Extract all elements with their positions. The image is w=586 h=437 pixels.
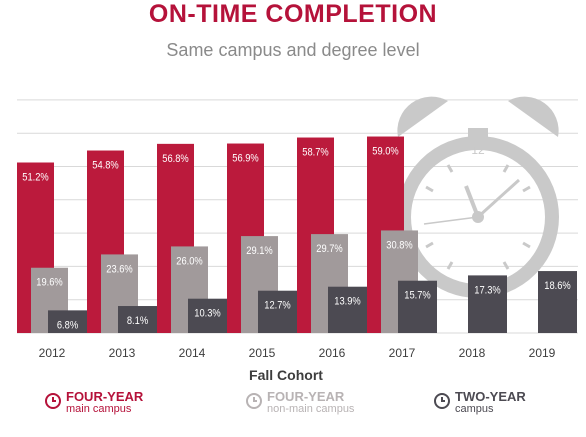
legend-title: TWO-YEAR [455,389,526,404]
legend-item-two-year: TWO-YEAR campus [433,389,526,415]
data-label: 8.1% [127,315,148,327]
data-label: 29.1% [246,245,272,257]
alarm-clock-icon: 12 3 9 [397,96,559,298]
bar-two-year-2013 [118,306,157,333]
x-tick-label: 2019 [529,346,556,360]
legend-subtitle: non-main campus [267,403,355,415]
x-tick-label: 2017 [389,346,416,360]
bar-two-year-2019 [538,271,577,333]
x-tick-label: 2015 [249,346,276,360]
bar-two-year-2017 [398,280,437,333]
data-label: 12.7% [264,300,290,312]
clock-icon [45,393,61,409]
x-tick-label: 2018 [459,346,486,360]
legend-title: FOUR-YEAR [267,389,345,404]
x-axis-title: Fall Cohort [249,367,323,383]
x-tick-label: 2014 [179,346,206,360]
bar-two-year-2012 [48,310,87,333]
data-label: 17.3% [474,285,500,297]
legend-title: FOUR-YEAR [66,389,144,404]
chart-subtitle: Same campus and degree level [166,40,420,60]
data-label: 23.6% [106,264,132,276]
chart-title: ON-TIME COMPLETION [148,0,438,28]
bar-two-year-2018 [468,275,507,333]
clock-face-label: 3 [546,212,553,226]
bar-two-year-2016 [328,286,367,333]
clock-face-label: 12 [471,143,485,157]
data-label: 26.0% [176,256,202,268]
legend-subtitle: campus [455,403,494,415]
data-label: 19.6% [36,277,62,289]
data-label: 6.8% [57,320,78,332]
clock-icon [434,393,450,409]
x-tick-label: 2012 [39,346,66,360]
x-tick-label: 2016 [319,346,346,360]
data-label: 56.8% [162,153,188,165]
x-tick-label: 2013 [109,346,136,360]
data-label: 30.8% [386,240,412,252]
clock-face-label: 9 [405,212,412,226]
data-label: 13.9% [334,296,360,308]
bar-two-year-2015 [258,290,297,333]
legend-subtitle: main campus [66,403,132,415]
bar-two-year-2014 [188,298,227,333]
data-label: 59.0% [372,146,398,158]
data-label: 18.6% [544,280,570,292]
data-label: 56.9% [232,153,258,165]
clock-icon [246,393,262,409]
data-label: 58.7% [302,147,328,159]
data-label: 51.2% [22,172,48,184]
data-label: 10.3% [194,308,220,320]
data-label: 54.8% [92,160,118,172]
data-label: 29.7% [316,243,342,255]
legend-item-four-year-main: FOUR-YEAR main campus [44,389,144,415]
legend-item-four-year-nonmain: FOUR-YEAR non-main campus [245,389,355,415]
data-label: 15.7% [404,290,430,302]
